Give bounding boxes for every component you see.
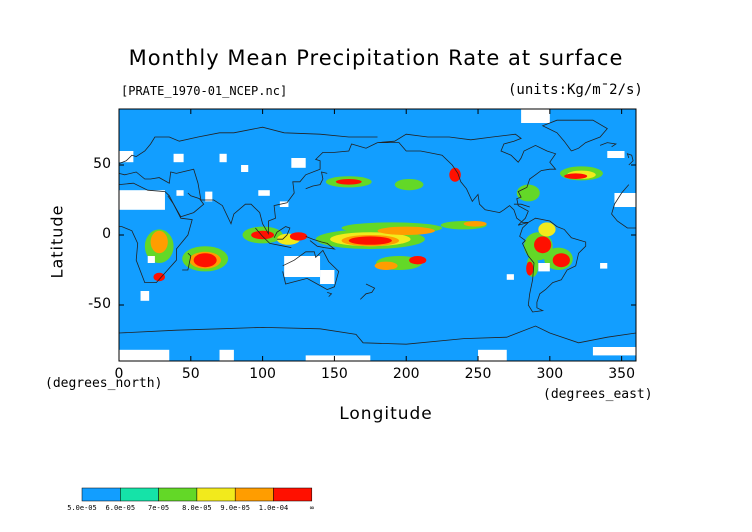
- coastline: [519, 217, 587, 313]
- y-axis-label: Latitude: [47, 204, 67, 279]
- colorbar-swatch: [158, 487, 198, 502]
- missing-data-patch: [140, 291, 150, 301]
- x-tick-label: 150: [321, 366, 348, 382]
- missing-data-patch: [205, 191, 213, 202]
- coastline: [626, 153, 634, 166]
- colorbar-label: ∞: [309, 504, 314, 512]
- x-tick-label: 200: [392, 366, 420, 382]
- coastline: [599, 142, 617, 148]
- file-label: [PRATE_1970-01_NCEP.nc]: [121, 84, 288, 98]
- coastline: [255, 227, 292, 248]
- x-tick-label: 50: [181, 366, 200, 382]
- coastline: [360, 283, 376, 300]
- colorbar-label: 9.0e-05: [220, 504, 250, 512]
- colorbar-label: 6.0e-05: [105, 504, 136, 512]
- missing-data-patch: [478, 349, 507, 361]
- missing-data-patch: [521, 109, 550, 123]
- rain-cell: [409, 256, 427, 265]
- missing-data-patch: [219, 153, 227, 163]
- colorbar-label: 1.0e-04: [258, 504, 289, 512]
- rain-cell: [552, 253, 570, 268]
- rain-cell: [348, 236, 392, 245]
- y-tick-label: 0: [102, 226, 111, 242]
- missing-data-patch: [320, 270, 335, 284]
- missing-data-patch: [284, 256, 321, 277]
- colorbar-label: 7e-05: [148, 504, 170, 512]
- colorbar-swatch: [273, 487, 313, 502]
- rain-cell: [394, 179, 424, 191]
- missing-data-patch: [305, 355, 371, 361]
- rain-cell: [516, 184, 540, 202]
- chart-title: Monthly Mean Precipitation Rate at surfa…: [128, 46, 624, 70]
- coastline: [305, 171, 328, 190]
- rain-cell: [153, 272, 165, 282]
- coastline: [305, 236, 336, 250]
- y-tick-label: -50: [88, 296, 111, 312]
- coastline: [167, 192, 205, 218]
- coastline: [513, 203, 530, 208]
- coastline: [541, 119, 608, 152]
- rain-cell: [289, 232, 308, 241]
- missing-data-patch: [219, 349, 234, 361]
- coastline: [118, 182, 193, 283]
- rain-cell: [251, 230, 275, 240]
- rain-cell: [526, 261, 534, 276]
- coastline: [282, 249, 340, 291]
- y-tick-label: 50: [93, 156, 111, 172]
- missing-data-patch: [506, 274, 514, 280]
- missing-data-patch: [600, 263, 608, 269]
- coastline: [611, 184, 636, 229]
- x-tick-label: 0: [114, 366, 124, 382]
- colorbar-swatch: [120, 487, 159, 502]
- colorbar-swatch: [81, 487, 121, 502]
- missing-data-patch: [592, 347, 636, 356]
- missing-data-patch: [119, 190, 165, 210]
- missing-data-patch: [538, 263, 550, 272]
- coastline: [182, 252, 192, 271]
- rain-cell: [449, 167, 461, 182]
- missing-data-patch: [258, 190, 270, 196]
- rain-cell: [377, 226, 435, 235]
- y-axis-units: (degrees_north): [45, 376, 163, 391]
- missing-data-patch: [607, 151, 625, 158]
- rain-cell: [374, 261, 398, 270]
- x-tick-label: 250: [464, 366, 492, 382]
- missing-data-patch: [279, 201, 289, 207]
- missing-data-patch: [119, 151, 134, 163]
- missing-data-patch: [291, 158, 306, 168]
- coastline: [273, 226, 291, 240]
- x-tick-label: 300: [536, 366, 564, 382]
- colorbar-swatch: [196, 487, 236, 502]
- x-axis-units: (degrees_east): [543, 387, 653, 402]
- colorbar-label: 5.0e-05: [67, 504, 97, 512]
- coastline: [327, 292, 333, 297]
- units-label: (units:Kg/m¯2/s): [508, 82, 643, 98]
- coastline: [118, 325, 637, 345]
- rain-cell: [463, 221, 487, 227]
- coastline: [118, 126, 378, 164]
- x-axis-label: Longitude: [339, 404, 433, 424]
- missing-data-patch: [147, 256, 155, 263]
- rain-cell: [564, 173, 588, 179]
- colorbar-label: 8.0e-05: [182, 504, 212, 512]
- missing-data-patch: [119, 349, 170, 361]
- missing-data-patch: [176, 190, 184, 196]
- x-tick-label: 100: [249, 366, 276, 382]
- coastline: [377, 133, 557, 226]
- rain-cell: [193, 253, 217, 268]
- colorbar-swatch: [234, 487, 274, 502]
- rain-cell: [150, 230, 168, 254]
- x-tick-label: 350: [608, 366, 635, 382]
- rain-cell: [538, 222, 556, 237]
- missing-data-patch: [173, 153, 184, 163]
- missing-data-patch: [614, 193, 636, 207]
- coastline: [118, 142, 378, 236]
- missing-data-patch: [241, 165, 249, 172]
- rain-cell: [534, 236, 552, 254]
- rain-cell: [335, 179, 362, 185]
